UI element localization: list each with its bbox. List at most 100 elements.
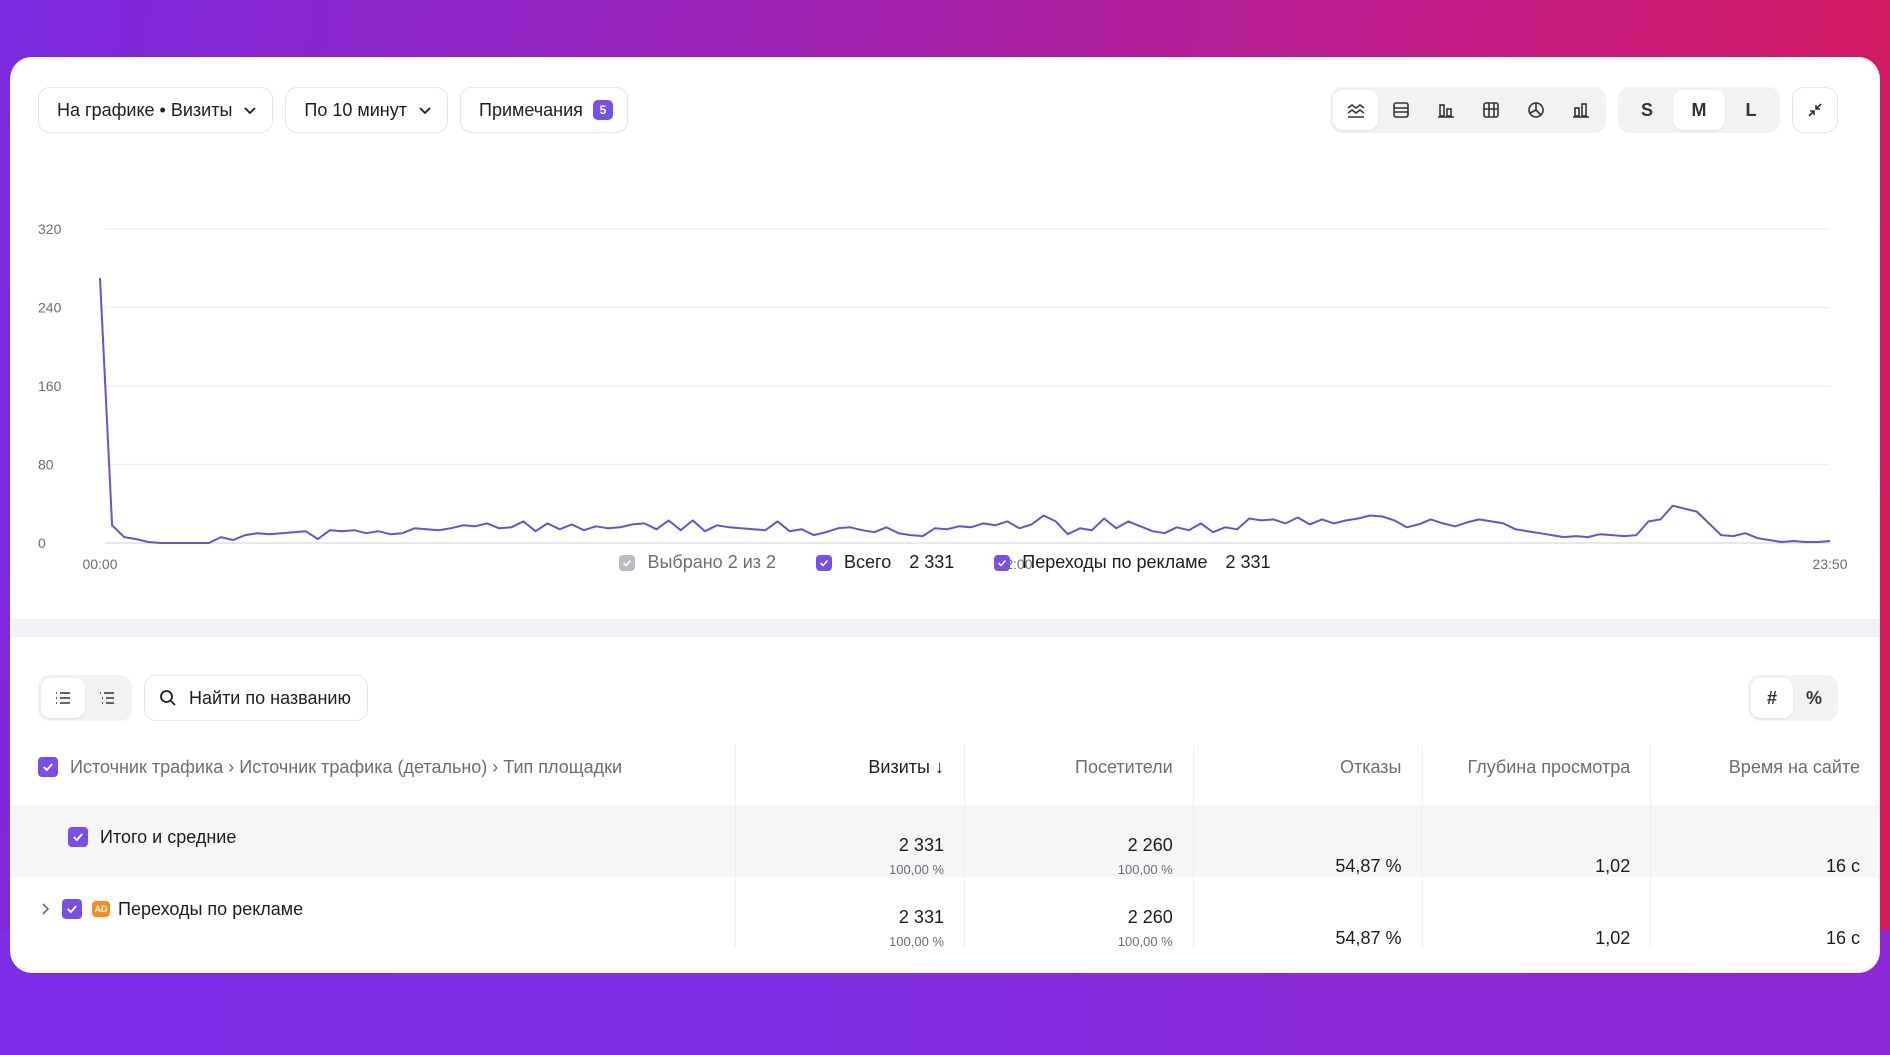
notes-count-badge: 5: [592, 100, 613, 120]
table-cell: 1,02: [1423, 877, 1652, 949]
chevron-down-icon: [244, 107, 257, 115]
interval-dropdown-label: По 10 минут: [304, 99, 407, 120]
column-header-label: Визиты ↓: [868, 757, 944, 777]
y-tick-label: 240: [38, 300, 62, 316]
table-cell: 1,02: [1422, 805, 1652, 877]
y-tick-label: 160: [38, 378, 62, 394]
row-label-cell: Итого и средние: [10, 805, 737, 877]
collapse-icon: [1808, 103, 1822, 117]
table-cell: 2 331 100,00 %: [736, 877, 965, 949]
row-label: Переходы по рекламе: [118, 899, 304, 919]
cell-share: 100,00 %: [1117, 934, 1173, 949]
tree-list-icon[interactable]: [85, 678, 129, 718]
chart-type-switch: [1330, 87, 1606, 133]
column-header-visitors[interactable]: Посетители: [965, 745, 1194, 805]
column-header-bounces[interactable]: Отказы: [1194, 745, 1423, 805]
table-header-row: Источник трафика › Источник трафика (дет…: [10, 745, 1880, 805]
dimension-header[interactable]: Источник трафика › Источник трафика (дет…: [10, 745, 737, 805]
legend-item-label: Всего: [844, 552, 892, 572]
legend-item-ads[interactable]: Переходы по рекламе 2 331: [994, 552, 1271, 573]
table-cell: 54,87 %: [1194, 805, 1423, 877]
column-header-label: Глубина просмотра: [1467, 757, 1631, 777]
checkbox-icon[interactable]: [38, 757, 58, 777]
x-tick-label: 00:00: [82, 556, 117, 572]
column-header-visits[interactable]: Визиты ↓: [736, 745, 965, 805]
search-icon: [160, 690, 176, 706]
checkbox-icon[interactable]: [68, 827, 88, 847]
cell-value: 1,02: [1595, 928, 1631, 948]
interval-dropdown[interactable]: По 10 минут: [285, 87, 448, 133]
notes-button[interactable]: Примечания 5: [460, 87, 628, 133]
table-cell: 16 с: [1651, 805, 1880, 877]
pie-chart-icon[interactable]: [1513, 90, 1558, 130]
row-label: Итого и средние: [100, 827, 237, 847]
table-cell: 2 260 100,00 %: [965, 805, 1194, 877]
cell-value: 2 331: [898, 835, 944, 855]
dimension-header-label: Источник трафика › Источник трафика (дет…: [70, 757, 623, 777]
checkbox-icon[interactable]: [62, 899, 82, 919]
size-switch: S M L: [1618, 87, 1780, 133]
table-cell: 54,87 %: [1194, 877, 1423, 949]
cell-share: 100,00 %: [1117, 862, 1173, 877]
notes-label: Примечания: [479, 99, 583, 120]
y-tick-label: 320: [38, 221, 62, 237]
table-cell: 2 331 100,00 %: [736, 805, 965, 877]
percent-values-button[interactable]: %: [1805, 687, 1822, 708]
section-divider: [10, 619, 1880, 637]
number-format-switch: # %: [1748, 675, 1838, 721]
bar-chart-icon[interactable]: [1423, 90, 1468, 130]
report-table: Источник трафика › Источник трафика (дет…: [10, 745, 1880, 949]
collapse-button[interactable]: [1792, 87, 1838, 133]
legend-selected-label: Выбрано 2 из 2: [647, 552, 777, 572]
cell-value: 16 с: [1826, 928, 1861, 948]
x-tick-label: 23:50: [1812, 556, 1847, 572]
column-header-label: Отказы: [1339, 757, 1402, 777]
search-placeholder: Найти по названию: [189, 687, 351, 708]
table-row[interactable]: AD Переходы по рекламе 2 331 100,00 % 2 2…: [10, 877, 1880, 949]
flat-list-icon[interactable]: [41, 678, 85, 718]
table-controls: Найти по названию: [38, 675, 368, 721]
cell-value: 54,87 %: [1335, 928, 1402, 948]
column-header-label: Посетители: [1075, 757, 1173, 777]
column-chart-icon[interactable]: [1558, 90, 1603, 130]
absolute-values-button[interactable]: #: [1751, 678, 1793, 718]
legend-item-value: 2 331: [1225, 552, 1271, 572]
stacked-area-icon[interactable]: [1378, 90, 1423, 130]
column-header-time[interactable]: Время на сайте: [1651, 745, 1880, 805]
checkbox-icon: [619, 554, 636, 571]
size-l-button[interactable]: L: [1745, 99, 1757, 120]
y-tick-label: 0: [38, 535, 46, 551]
row-label-cell: AD Переходы по рекламе: [10, 877, 737, 949]
column-header-depth[interactable]: Глубина просмотра: [1423, 745, 1652, 805]
search-input[interactable]: Найти по названию: [144, 675, 368, 721]
cell-share: 100,00 %: [889, 862, 944, 877]
chevron-right-icon[interactable]: [38, 902, 52, 916]
table-cell: 16 с: [1651, 877, 1880, 949]
table-cell: 2 260 100,00 %: [965, 877, 1194, 949]
y-tick-label: 80: [38, 457, 54, 473]
cell-value: 1,02: [1595, 856, 1631, 876]
cell-value: 2 260: [1127, 835, 1173, 855]
legend-item-total[interactable]: Всего 2 331: [816, 552, 954, 573]
table-view-switch: [38, 675, 132, 721]
legend-selected-toggle[interactable]: Выбрано 2 из 2: [619, 552, 776, 573]
stacked-bar-icon[interactable]: [1468, 90, 1513, 130]
cell-value: 2 331: [898, 907, 944, 927]
legend-item-label: Переходы по рекламе: [1022, 552, 1208, 572]
chart-toolbar: На графике • Визиты По 10 минут Примечан…: [38, 87, 628, 133]
chevron-down-icon: [419, 107, 431, 115]
size-m-button[interactable]: M: [1673, 90, 1725, 130]
legend-item-value: 2 331: [909, 552, 955, 572]
chart-legend: Выбрано 2 из 2 Всего 2 331 Переходы по р…: [10, 552, 1880, 573]
report-card: На графике • Визиты По 10 минут Примечан…: [10, 57, 1880, 973]
metric-dropdown[interactable]: На графике • Визиты: [38, 87, 274, 133]
size-s-button[interactable]: S: [1640, 99, 1653, 120]
chart-view-tools: S M L: [1330, 87, 1838, 133]
ad-source-icon: AD: [92, 901, 110, 917]
cell-value: 54,87 %: [1335, 856, 1402, 876]
table-row-total: Итого и средние 2 331 100,00 % 2 260 100,0…: [10, 805, 1880, 877]
metric-dropdown-label: На графике • Визиты: [57, 99, 233, 120]
line-chart-icon[interactable]: [1333, 90, 1378, 130]
series-line[interactable]: [99, 278, 1831, 544]
